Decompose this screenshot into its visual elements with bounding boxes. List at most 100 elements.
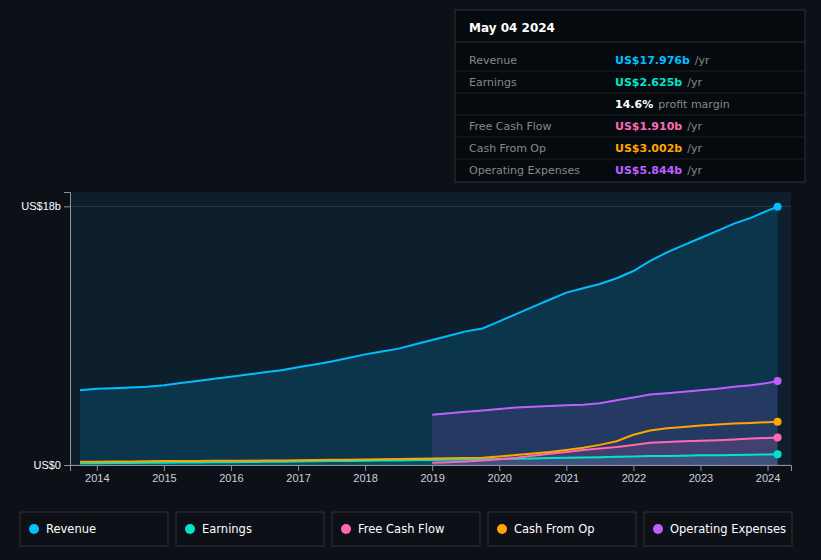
- x-tick-label: 2019: [420, 472, 444, 484]
- plot-background: [70, 192, 791, 465]
- legend: Revenue Earnings Free Cash Flow Cash From O…: [20, 512, 792, 546]
- info-row-suffix: /yr: [687, 76, 702, 89]
- series-line: [80, 422, 778, 462]
- legend-label: Cash From Op: [514, 522, 595, 536]
- info-row-suffix: /yr: [687, 164, 702, 177]
- chart-svg: 2014 2015 2016 2017 2018 2019 2020 2021 2022 2023…: [0, 0, 821, 560]
- info-row-label: Operating Expenses: [469, 164, 580, 177]
- series-line: [432, 381, 777, 415]
- info-row-value: US$1.910b: [615, 120, 682, 133]
- end-dot: [774, 203, 782, 211]
- grid-line: [70, 206, 791, 207]
- x-tick: 2015: [152, 465, 176, 484]
- x-tick-mark: [365, 465, 366, 471]
- x-tick-label: 2017: [286, 472, 310, 484]
- x-tick: 2022: [622, 465, 646, 484]
- legend-label: Operating Expenses: [670, 522, 786, 536]
- info-box-divider: [455, 42, 805, 43]
- x-tick-label: 2016: [219, 472, 243, 484]
- info-row-value: US$17.976b: [615, 54, 690, 67]
- info-row-divider: [455, 71, 805, 72]
- end-dot: [774, 450, 782, 458]
- info-row-divider: [455, 115, 805, 116]
- x-tick: 2019: [420, 465, 444, 484]
- x-tick-label: 2015: [152, 472, 176, 484]
- x-axis: 2014 2015 2016 2017 2018 2019 2020 2021 2022 2023…: [71, 465, 792, 484]
- x-tick-label: 2020: [488, 472, 512, 484]
- y-tick: US$0: [33, 459, 70, 471]
- x-tick-mark: [97, 465, 98, 471]
- legend-box: [332, 512, 480, 546]
- plot-marks: [80, 203, 782, 465]
- y-axis: US$0 US$18b: [21, 193, 70, 472]
- x-tick: 2021: [555, 465, 579, 484]
- info-row-value: US$3.002b: [615, 142, 682, 155]
- legend-box: [20, 512, 168, 546]
- x-tick-label: 2024: [756, 472, 780, 484]
- info-row-suffix: /yr: [687, 142, 702, 155]
- x-tick: 2016: [219, 465, 243, 484]
- x-tick-label: 2018: [353, 472, 377, 484]
- info-row-label: Revenue: [469, 54, 517, 67]
- x-tick: 2023: [689, 465, 713, 484]
- x-tick: 2018: [353, 465, 377, 484]
- x-tick-mark: [164, 465, 165, 471]
- info-row-suffix: profit margin: [658, 98, 730, 111]
- legend-swatch: [497, 524, 507, 534]
- info-row-label: Cash From Op: [469, 142, 546, 155]
- legend-item: Revenue: [20, 512, 168, 546]
- x-tick: 2017: [286, 465, 310, 484]
- legend-swatch: [653, 524, 663, 534]
- legend-swatch: [29, 524, 39, 534]
- x-tick-mark: [633, 465, 634, 471]
- info-row-value: US$2.625b: [615, 76, 682, 89]
- end-dot: [774, 377, 782, 385]
- end-dot: [774, 434, 782, 442]
- info-box-title: May 04 2024: [469, 21, 555, 35]
- y-tick-mark: [64, 465, 70, 466]
- info-box-frame: [455, 10, 805, 182]
- y-tick-mark: [64, 206, 70, 207]
- series-area: [80, 207, 778, 465]
- legend-label: Revenue: [46, 522, 96, 536]
- x-tick: 2020: [488, 465, 512, 484]
- x-tick-label: 2021: [555, 472, 579, 484]
- legend-box: [176, 512, 324, 546]
- x-tick-mark: [298, 465, 299, 471]
- x-tick-mark: [768, 465, 769, 471]
- legend-box: [488, 512, 636, 546]
- legend-item: Cash From Op: [488, 512, 636, 546]
- x-tick-label: 2023: [689, 472, 713, 484]
- x-tick-mark: [700, 465, 701, 471]
- y-tick: US$18b: [21, 200, 70, 212]
- grid: [70, 206, 791, 465]
- info-row-suffix: /yr: [687, 120, 702, 133]
- x-tick-mark: [566, 465, 567, 471]
- end-dot: [774, 418, 782, 426]
- series-line: [80, 207, 778, 391]
- x-tick: 2014: [85, 465, 109, 484]
- y-tick-label: US$0: [33, 459, 61, 471]
- legend-item: Operating Expenses: [644, 512, 792, 546]
- legend-item: Earnings: [176, 512, 324, 546]
- legend-label: Free Cash Flow: [358, 522, 444, 536]
- info-row-value: US$5.844b: [615, 164, 682, 177]
- info-row-divider: [455, 159, 805, 160]
- info-row-divider: [455, 93, 805, 94]
- y-tick-label: US$18b: [21, 200, 61, 212]
- info-row-divider: [455, 137, 805, 138]
- x-axis-line: [71, 466, 792, 472]
- legend-label: Earnings: [202, 522, 252, 536]
- background: [0, 0, 821, 560]
- info-row-label: Free Cash Flow: [469, 120, 552, 133]
- x-tick-label: 2022: [622, 472, 646, 484]
- legend-box: [644, 512, 792, 546]
- info-box: May 04 2024 Revenue US$17.976b/yr Earnings U…: [455, 10, 805, 182]
- legend-swatch: [341, 524, 351, 534]
- legend-item: Free Cash Flow: [332, 512, 480, 546]
- info-row-label: Earnings: [469, 76, 517, 89]
- legend-swatch: [185, 524, 195, 534]
- info-row-value: 14.6%: [615, 98, 653, 111]
- x-tick-mark: [432, 465, 433, 471]
- y-axis-line: [64, 193, 71, 466]
